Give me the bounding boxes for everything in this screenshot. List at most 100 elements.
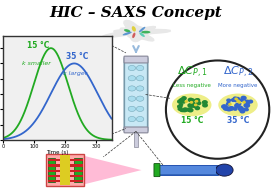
- Bar: [134, 131, 138, 147]
- Circle shape: [227, 99, 230, 102]
- Circle shape: [223, 107, 228, 110]
- Circle shape: [245, 100, 250, 104]
- Circle shape: [241, 96, 246, 100]
- Circle shape: [195, 99, 198, 101]
- Circle shape: [235, 104, 240, 108]
- Circle shape: [181, 109, 184, 112]
- Circle shape: [245, 108, 248, 111]
- Circle shape: [183, 109, 187, 112]
- Circle shape: [233, 97, 237, 100]
- Polygon shape: [103, 20, 170, 42]
- Text: HIC – SAXS Concept: HIC – SAXS Concept: [50, 6, 222, 20]
- Circle shape: [238, 103, 241, 105]
- Circle shape: [128, 116, 136, 122]
- Circle shape: [187, 108, 191, 111]
- Circle shape: [178, 100, 182, 103]
- Circle shape: [128, 76, 136, 81]
- Ellipse shape: [139, 33, 145, 37]
- Circle shape: [195, 107, 199, 110]
- Circle shape: [190, 102, 195, 105]
- Circle shape: [190, 104, 194, 107]
- Circle shape: [196, 99, 200, 101]
- Text: 35 °C: 35 °C: [227, 115, 249, 125]
- Ellipse shape: [124, 29, 130, 32]
- Text: $\Delta C_{P,1}$: $\Delta C_{P,1}$: [177, 65, 207, 80]
- Circle shape: [178, 108, 182, 110]
- Text: k larger: k larger: [63, 71, 87, 76]
- Circle shape: [244, 104, 249, 107]
- Circle shape: [190, 101, 193, 103]
- Circle shape: [194, 105, 197, 107]
- Circle shape: [180, 98, 184, 102]
- Circle shape: [136, 116, 144, 122]
- Circle shape: [237, 100, 239, 101]
- Text: $\Delta C_{P,2}$: $\Delta C_{P,2}$: [223, 65, 253, 80]
- Circle shape: [178, 105, 182, 108]
- Circle shape: [191, 99, 194, 101]
- Bar: [48, 158, 55, 182]
- Circle shape: [185, 101, 187, 102]
- Text: 35 °C: 35 °C: [66, 52, 88, 61]
- Circle shape: [235, 98, 237, 100]
- Ellipse shape: [166, 60, 269, 159]
- Circle shape: [193, 105, 196, 108]
- Circle shape: [235, 104, 240, 107]
- Circle shape: [188, 98, 193, 101]
- Circle shape: [136, 106, 144, 112]
- Circle shape: [180, 104, 183, 106]
- Circle shape: [234, 99, 238, 102]
- Text: Less negative: Less negative: [173, 83, 211, 88]
- Circle shape: [203, 101, 207, 104]
- Circle shape: [240, 99, 243, 101]
- Circle shape: [196, 101, 198, 102]
- Ellipse shape: [132, 26, 136, 32]
- Bar: [60, 155, 70, 185]
- Circle shape: [239, 106, 242, 109]
- Circle shape: [216, 164, 233, 176]
- Circle shape: [136, 65, 144, 71]
- Polygon shape: [84, 156, 141, 184]
- FancyBboxPatch shape: [124, 57, 148, 132]
- Circle shape: [242, 108, 246, 111]
- Circle shape: [180, 99, 182, 101]
- Circle shape: [249, 100, 252, 103]
- Circle shape: [136, 96, 144, 101]
- Circle shape: [234, 108, 237, 110]
- Circle shape: [128, 86, 136, 91]
- Circle shape: [136, 86, 144, 91]
- Text: k smaller: k smaller: [22, 61, 51, 66]
- Circle shape: [188, 108, 193, 112]
- Bar: [48, 175, 83, 177]
- Circle shape: [196, 102, 201, 105]
- Ellipse shape: [139, 27, 145, 32]
- Circle shape: [183, 108, 188, 111]
- Bar: [48, 159, 83, 161]
- FancyBboxPatch shape: [154, 163, 160, 177]
- Circle shape: [227, 102, 230, 105]
- Circle shape: [182, 101, 185, 103]
- Circle shape: [182, 97, 186, 100]
- Ellipse shape: [172, 94, 212, 116]
- Bar: [48, 180, 83, 182]
- Bar: [159, 166, 216, 174]
- Circle shape: [236, 98, 240, 100]
- Ellipse shape: [218, 94, 258, 116]
- Circle shape: [128, 106, 136, 112]
- Text: 15 °C: 15 °C: [27, 41, 49, 50]
- Ellipse shape: [141, 31, 150, 33]
- Bar: [74, 158, 82, 182]
- Text: More negative: More negative: [218, 83, 258, 88]
- X-axis label: Time (s): Time (s): [46, 150, 68, 155]
- Circle shape: [136, 76, 144, 81]
- Circle shape: [238, 101, 240, 103]
- Bar: [46, 154, 84, 186]
- Bar: [48, 170, 83, 172]
- Ellipse shape: [123, 32, 132, 35]
- Circle shape: [194, 104, 197, 106]
- FancyBboxPatch shape: [124, 56, 148, 63]
- Circle shape: [243, 101, 245, 103]
- Circle shape: [231, 99, 235, 101]
- Circle shape: [180, 109, 183, 111]
- Bar: [158, 165, 218, 175]
- Circle shape: [128, 65, 136, 71]
